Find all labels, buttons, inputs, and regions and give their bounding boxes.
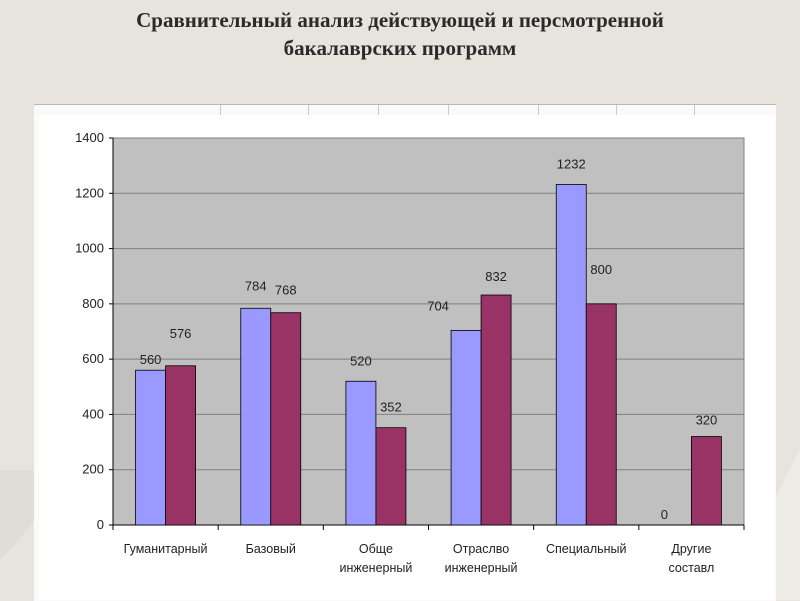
slide-title-line-2: бакалаврских программ <box>283 36 517 60</box>
sheet-column-line <box>308 105 309 119</box>
data-label: 352 <box>380 400 402 415</box>
y-tick-label: 400 <box>82 406 104 421</box>
data-label: 704 <box>427 298 449 313</box>
bar <box>345 380 377 526</box>
bar <box>270 312 302 526</box>
y-tick-label: 600 <box>82 351 104 366</box>
data-label: 320 <box>696 413 718 428</box>
data-label: 832 <box>485 269 507 284</box>
data-label: 0 <box>661 507 668 522</box>
data-label: 784 <box>245 278 267 293</box>
plot-area <box>112 137 745 526</box>
x-tick-label: Другие <box>671 542 711 556</box>
sheet-column-line <box>378 105 379 119</box>
data-label: 560 <box>140 352 162 367</box>
bar <box>135 369 166 526</box>
y-tick-label: 1400 <box>75 130 104 145</box>
y-tick-label: 200 <box>82 462 104 477</box>
bar <box>691 436 722 526</box>
bar <box>480 294 512 526</box>
x-tick-label: Гуманитарный <box>124 542 208 556</box>
data-label: 800 <box>590 262 612 277</box>
slide-title: Сравнительный анализ действующей и персм… <box>0 6 800 62</box>
x-tick-label: инженерный <box>445 561 518 575</box>
bar <box>450 329 482 526</box>
x-tick-label: составл <box>669 561 715 575</box>
x-tick-label: Специальный <box>546 542 627 556</box>
y-tick-label: 1200 <box>75 185 104 200</box>
sheet-column-line <box>616 105 617 119</box>
data-label: 520 <box>350 353 372 368</box>
sheet-column-line <box>448 105 449 119</box>
x-tick-label: Отраслво <box>453 542 509 556</box>
data-label: 576 <box>170 326 192 341</box>
y-tick-label: 800 <box>82 296 104 311</box>
bar <box>165 365 196 526</box>
y-tick-label: 1000 <box>75 241 104 256</box>
bar <box>585 303 617 526</box>
x-tick-label: Обще <box>359 542 393 556</box>
sheet-column-line <box>220 105 221 119</box>
bar <box>375 427 407 526</box>
data-label: 768 <box>275 283 297 298</box>
bar <box>240 307 272 526</box>
sheet-column-line <box>538 105 539 119</box>
slide-title-line-1: Сравнительный анализ действующей и персм… <box>136 8 664 32</box>
bar <box>555 184 587 526</box>
y-tick-label: 0 <box>97 517 104 532</box>
data-label: 1232 <box>557 156 586 171</box>
sheet-column-line <box>694 105 695 119</box>
x-tick-label: инженерный <box>339 561 412 575</box>
x-tick-label: Базовый <box>246 542 296 556</box>
